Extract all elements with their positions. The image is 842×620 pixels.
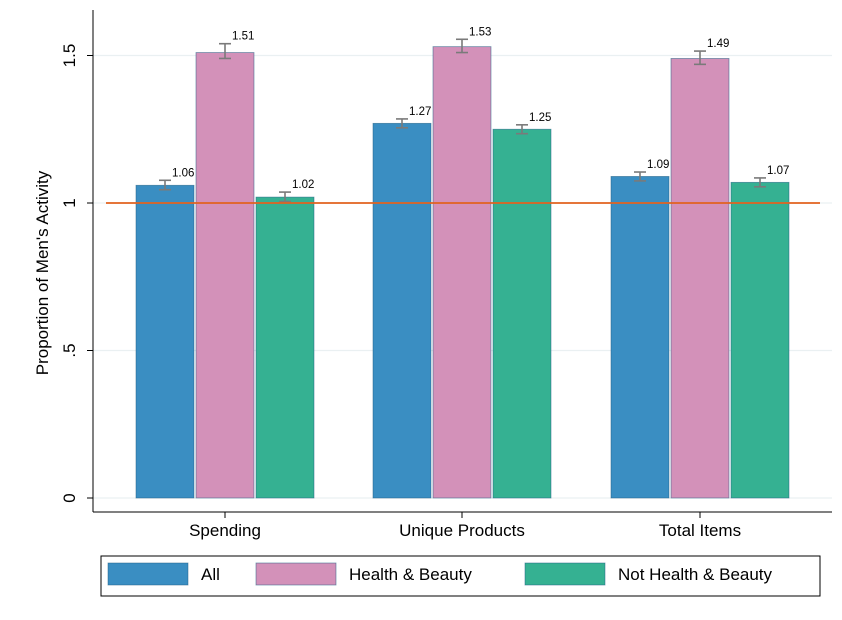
data-label: 1.02 xyxy=(292,179,314,191)
data-label: 1.27 xyxy=(409,106,431,118)
bar xyxy=(492,128,552,499)
data-label: 1.53 xyxy=(469,26,491,38)
bar xyxy=(610,176,670,499)
legend-swatch xyxy=(255,562,337,586)
bar xyxy=(670,58,730,499)
y-axis-label: Proportion of Men's Activity xyxy=(33,170,52,375)
data-label: 1.51 xyxy=(232,31,254,43)
legend-swatch xyxy=(107,562,189,586)
y-tick-label: 0 xyxy=(60,493,79,502)
data-label: 1.09 xyxy=(647,159,669,171)
error-bars xyxy=(159,38,766,203)
bar xyxy=(730,181,790,499)
legend-label: All xyxy=(201,565,220,584)
legend-box xyxy=(100,555,821,597)
y-tick-label: .5 xyxy=(60,343,79,357)
data-label: 1.07 xyxy=(767,165,789,177)
bar xyxy=(195,52,255,499)
legend-swatch xyxy=(524,562,606,586)
axes: 0 .5 1 1.5 Spending Unique Products Total Item… xyxy=(60,10,832,540)
bar xyxy=(432,46,492,499)
x-tick-label: Total Items xyxy=(659,521,741,540)
y-tick-label: 1.5 xyxy=(60,44,79,68)
y-tick-label: 1 xyxy=(60,198,79,207)
bar xyxy=(372,122,432,499)
x-tick-label: Unique Products xyxy=(399,521,525,540)
data-label: 1.25 xyxy=(529,112,551,124)
legend-label: Health & Beauty xyxy=(349,565,472,584)
bar xyxy=(135,184,195,499)
x-tick-label: Spending xyxy=(189,521,261,540)
legend: All Health & Beauty Not Health & Beauty xyxy=(100,555,821,597)
data-labels: 1.06 1.27 1.09 1.51 1.53 1.49 1.02 1.25 1.07 xyxy=(172,26,789,191)
data-label: 1.49 xyxy=(707,38,729,50)
bar xyxy=(255,196,315,499)
bars xyxy=(135,46,790,499)
legend-label: Not Health & Beauty xyxy=(618,565,773,584)
data-label: 1.06 xyxy=(172,167,194,179)
